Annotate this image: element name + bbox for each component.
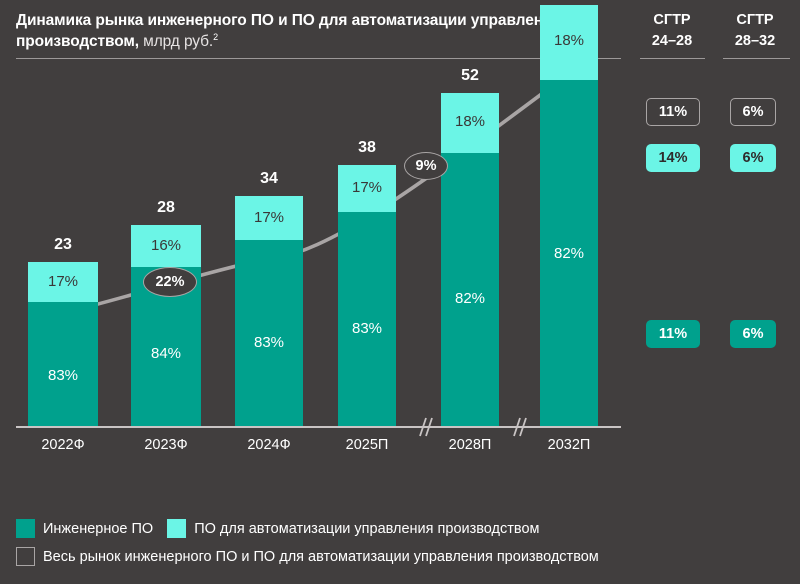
- legend-row-2: Весь рынок инженерного ПО и ПО для автом…: [16, 547, 784, 566]
- x-axis-label-2025: 2025П: [345, 437, 389, 453]
- x-axis-label-2032: 2032П: [547, 437, 591, 453]
- bar-total-2022: 23: [54, 236, 72, 253]
- cagr-column-header-1-line2: 24–28: [651, 33, 693, 49]
- axis-break-mark-1: [513, 417, 527, 437]
- legend-row-1: Инженерное ПО ПО для автоматизации управ…: [16, 519, 784, 538]
- bar-segment-eng-2024: 83%: [235, 240, 303, 428]
- bar-segment-eng-2025: 83%: [338, 212, 396, 428]
- bar-segment-mes-label-2025: 17%: [351, 179, 383, 196]
- bar-segment-mes-label-2022: 17%: [47, 273, 79, 290]
- page-title-bold: Динамика рынка инженерного ПО и ПО для а…: [16, 12, 562, 50]
- x-axis-label-2024: 2024Ф: [247, 437, 291, 453]
- bar-segment-mes-label-2032: 18%: [553, 32, 585, 49]
- x-axis-label-2023: 2023Ф: [144, 437, 188, 453]
- bar-group-2023: 28 16% 84% 2023Ф: [131, 199, 201, 453]
- cagr-column-header-1-line1: СГТР: [653, 12, 691, 28]
- x-axis-label-2028: 2028П: [448, 437, 492, 453]
- bar-total-2028: 52: [461, 67, 479, 84]
- bar-segment-eng-label-2032: 82%: [553, 245, 585, 262]
- legend-label-engineering-software: Инженерное ПО: [43, 520, 154, 537]
- bar-segment-mes-2023: 16%: [131, 225, 201, 267]
- cagr-badge-total-24-28: 11%: [646, 98, 700, 126]
- axis-break-mark-2: [419, 417, 433, 437]
- bar-segment-mes-2025: 17%: [338, 165, 396, 212]
- bar-segment-eng-2022: 83%: [28, 302, 98, 428]
- page-title-text: Динамика рынка инженерного ПО и ПО для а…: [16, 10, 616, 52]
- legend-item-total-market: Весь рынок инженерного ПО и ПО для автом…: [16, 547, 599, 566]
- growth-annotation-1: 22%: [143, 267, 197, 297]
- bar-total-2024: 34: [260, 170, 278, 187]
- legend-item-engineering-software: Инженерное ПО: [16, 519, 153, 538]
- bar-segment-mes-label-2023: 16%: [150, 237, 182, 254]
- cagr-badge-mes-24-28: 14%: [646, 144, 700, 172]
- chart-plot-area: 23 17% 83% 2022Ф 28 16% 84% 2023Ф 34 17%: [0, 5, 640, 480]
- bar-total-2025: 38: [358, 139, 376, 156]
- legend-item-mes-software: ПО для автоматизации управления производ…: [167, 519, 539, 538]
- page-title-footnote: 2: [213, 31, 219, 42]
- cagr-badge-eng-28-32: 6%: [730, 320, 776, 348]
- header-divider-cagr-1: [640, 58, 705, 59]
- bar-segment-mes-2024: 17%: [235, 196, 303, 240]
- cagr-badge-mes-28-32: 6%: [730, 144, 776, 172]
- bar-total-2023: 28: [157, 199, 175, 216]
- legend-swatch-engineering-software-icon: [16, 519, 35, 538]
- x-axis-label-2022: 2022Ф: [41, 437, 85, 453]
- bar-segment-eng-label-2023: 84%: [150, 345, 182, 362]
- legend-label-total-market: Весь рынок инженерного ПО и ПО для автом…: [43, 548, 599, 565]
- legend-label-mes-software: ПО для автоматизации управления производ…: [194, 520, 540, 537]
- bar-group-2025: 38 17% 83% 2025П: [338, 139, 396, 453]
- bar-segment-eng-label-2022: 83%: [47, 367, 79, 384]
- bar-segment-eng-2032: 82%: [540, 80, 598, 428]
- bar-group-2032: 66 18% 82% 2032П: [540, 5, 598, 453]
- bar-segment-eng-2028: 82%: [441, 153, 499, 428]
- cagr-column-header-2: СГТР 28–32: [716, 10, 794, 52]
- legend-swatch-total-market-icon: [16, 547, 35, 566]
- bar-segment-mes-2028: 18%: [441, 93, 499, 153]
- chart-legend: Инженерное ПО ПО для автоматизации управ…: [16, 519, 784, 575]
- legend-swatch-mes-software-icon: [167, 519, 187, 538]
- bar-segment-mes-2022: 17%: [28, 262, 98, 302]
- page-title: Динамика рынка инженерного ПО и ПО для а…: [16, 10, 616, 52]
- cagr-column-header-1: СГТР 24–28: [633, 10, 711, 52]
- header-divider-main: [16, 58, 621, 59]
- bar-group-2022: 23 17% 83% 2022Ф: [28, 236, 98, 453]
- page-title-unit: млрд руб.: [138, 33, 214, 50]
- bar-segment-eng-label-2028: 82%: [454, 290, 486, 307]
- growth-annotation-2: 9%: [404, 152, 448, 180]
- cagr-column-header-2-line1: СГТР: [736, 12, 774, 28]
- header-divider-cagr-2: [723, 58, 790, 59]
- bar-group-2024: 34 17% 83% 2024Ф: [235, 170, 303, 453]
- bar-segment-eng-label-2025: 83%: [351, 320, 383, 337]
- bar-group-2028: 52 18% 82% 2028П: [441, 67, 499, 453]
- x-axis-line: [16, 426, 621, 428]
- bar-segment-mes-label-2024: 17%: [253, 209, 285, 226]
- bar-segment-eng-label-2024: 83%: [253, 334, 285, 351]
- bar-segment-mes-label-2028: 18%: [454, 113, 486, 130]
- cagr-badge-total-28-32: 6%: [730, 98, 776, 126]
- cagr-column-header-2-line2: 28–32: [734, 33, 776, 49]
- bar-segment-mes-2032: 18%: [540, 5, 598, 80]
- cagr-badge-eng-24-28: 11%: [646, 320, 700, 348]
